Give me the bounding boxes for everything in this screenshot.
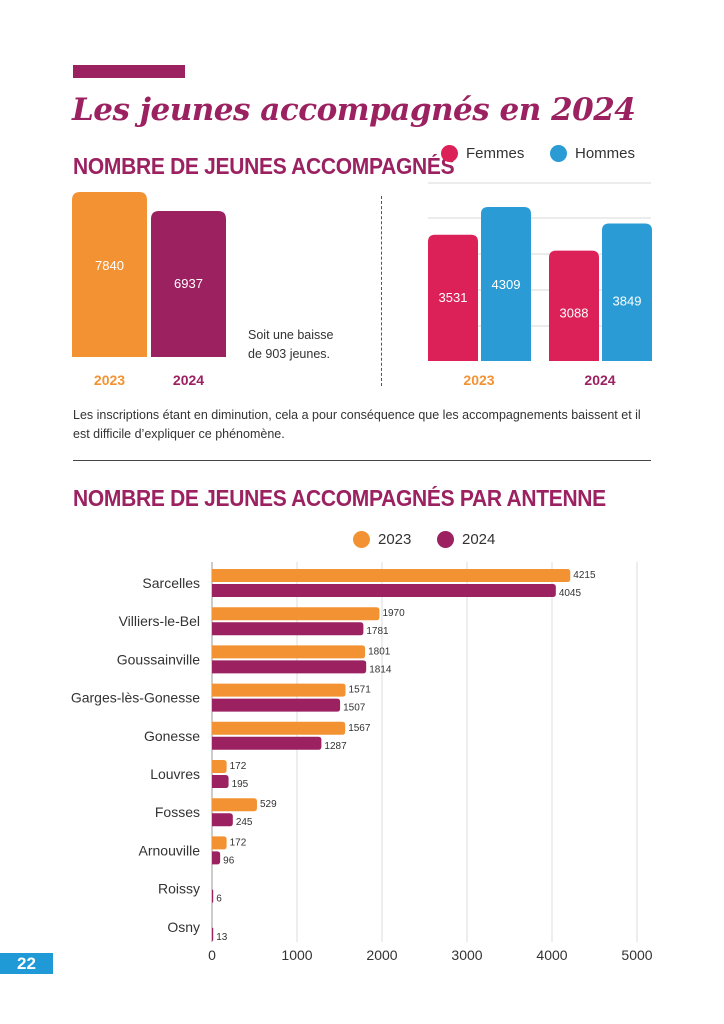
antenna-value-2023-gonesse: 1567	[348, 723, 371, 734]
antenna-value-2024-gonesse: 1287	[324, 741, 347, 752]
antenna-value-2024-sarcelles: 4045	[559, 588, 582, 599]
gender-year-label-2023: 2023	[463, 372, 494, 388]
antenna-value-2024-garges-l-s-gonesse: 1507	[343, 703, 366, 714]
antenna-label-arnouville: Arnouville	[139, 842, 201, 858]
legend-hommes-label: Hommes	[575, 145, 636, 162]
antenna-value-2023-villiers-le-bel: 1970	[382, 608, 405, 619]
antenna-bar-2024-goussainville	[212, 660, 367, 674]
antenna-label-louvres: Louvres	[150, 766, 200, 782]
gender-bar-label-hommes-2024: 3849	[613, 293, 642, 308]
antenna-value-2023-fosses: 529	[260, 799, 277, 810]
total-year-label-2023: 2023	[94, 372, 125, 388]
antenna-value-2024-villiers-le-bel: 1781	[366, 626, 389, 637]
antenna-label-goussainville: Goussainville	[117, 651, 200, 667]
section1-title: NOMBRE DE JEUNES ACCOMPAGNÉS	[73, 154, 455, 180]
antenna-label-garges-l-s-gonesse: Garges-lès-Gonesse	[71, 690, 200, 706]
antenna-label-osny: Osny	[167, 919, 200, 935]
antenna-bar-2023-fosses	[212, 798, 257, 812]
antenna-bar-2024-garges-l-s-gonesse	[212, 698, 341, 712]
section2-title: NOMBRE DE JEUNES ACCOMPAGNÉS PAR ANTENNE	[73, 486, 606, 512]
antenna-bar-2024-osny	[212, 927, 214, 941]
decrease-note: Soit une baisse de 903 jeunes.	[248, 326, 333, 364]
total-bar-label-2023: 7840	[95, 258, 124, 273]
antenna-bar-2024-roissy	[212, 889, 214, 903]
gender-bar-label-femmes-2023: 3531	[439, 290, 468, 305]
decrease-note-line1: Soit une baisse	[248, 328, 334, 342]
gender-bar-label-femmes-2024: 3088	[560, 306, 589, 321]
page-title: Les jeunes accompagnés en 2024	[72, 92, 636, 128]
total-bar-2023	[72, 192, 147, 357]
antenna-label-roissy: Roissy	[158, 881, 200, 897]
antenna-xtick-3000: 3000	[451, 947, 482, 963]
antenna-bar-2024-sarcelles	[212, 584, 556, 597]
antenna-value-2023-goussainville: 1801	[368, 646, 391, 657]
legend-2023-label: 2023	[378, 531, 412, 548]
legend-femmes: Femmes	[441, 145, 524, 162]
antenna-xtick-0: 0	[208, 947, 216, 963]
antenna-value-2024-roissy: 6	[216, 894, 222, 905]
header-accent-bar	[73, 65, 185, 78]
description-text: Les inscriptions étant en diminution, ce…	[73, 408, 641, 441]
page-number: 22	[0, 953, 53, 974]
antenna-value-2024-arnouville: 96	[223, 855, 235, 866]
gender-bar-label-hommes-2023: 4309	[492, 277, 521, 292]
antenna-bar-2023-goussainville	[212, 645, 366, 659]
legend-femmes-dot	[441, 145, 458, 162]
horizontal-divider	[73, 460, 651, 461]
antenna-value-2023-louvres: 172	[230, 761, 247, 772]
gender-year-label-2024: 2024	[584, 372, 615, 388]
legend-femmes-label: Femmes	[466, 145, 525, 162]
antenna-bar-2023-arnouville	[212, 836, 227, 850]
antenna-xtick-4000: 4000	[536, 947, 567, 963]
antenna-bar-2023-sarcelles	[212, 569, 571, 582]
antenna-value-2024-goussainville: 1814	[369, 664, 392, 675]
legend-2024-dot	[437, 531, 454, 548]
antenna-bar-2023-louvres	[212, 760, 227, 773]
antenna-bar-2024-fosses	[212, 813, 233, 827]
legend-2024-label: 2024	[462, 531, 496, 548]
antenna-label-sarcelles: Sarcelles	[142, 575, 200, 591]
antenna-bar-2023-gonesse	[212, 721, 346, 735]
gender-bar-femmes-2023	[428, 234, 478, 361]
antenna-label-fosses: Fosses	[155, 804, 200, 820]
antenna-label-gonesse: Gonesse	[144, 728, 200, 744]
antenna-xtick-1000: 1000	[281, 947, 312, 963]
gender-bar-femmes-2024	[549, 250, 599, 361]
antenna-bar-2023-villiers-le-bel	[212, 607, 380, 621]
antenna-bar-2024-arnouville	[212, 851, 221, 865]
antenna-xtick-5000: 5000	[621, 947, 652, 963]
vertical-divider	[381, 196, 382, 386]
total-bar-2024	[151, 211, 226, 357]
antenna-xtick-2000: 2000	[366, 947, 397, 963]
antenna-value-2024-louvres: 195	[232, 779, 249, 790]
total-year-label-2024: 2024	[173, 372, 204, 388]
antenna-value-2023-arnouville: 172	[230, 837, 247, 848]
decrease-note-line2: de 903 jeunes.	[248, 347, 331, 361]
antenna-value-2024-fosses: 245	[236, 817, 253, 828]
antenna-bar-2024-gonesse	[212, 736, 322, 750]
gender-bar-hommes-2023	[481, 207, 531, 361]
antenna-bar-2024-villiers-le-bel	[212, 622, 364, 636]
antenna-value-2023-sarcelles: 4215	[573, 570, 596, 581]
legend-2023-dot	[353, 531, 370, 548]
antenna-value-2024-osny: 13	[216, 932, 228, 943]
legend-hommes: Hommes	[550, 145, 635, 162]
gender-bar-hommes-2024	[602, 223, 652, 361]
legend-hommes-dot	[550, 145, 567, 162]
antenna-bar-2024-louvres	[212, 775, 229, 788]
legend-2024: 2024	[437, 531, 495, 548]
antenna-value-2023-garges-l-s-gonesse: 1571	[349, 685, 372, 696]
antenna-bar-2023-garges-l-s-gonesse	[212, 683, 346, 697]
antenna-label-villiers-le-bel: Villiers-le-Bel	[119, 613, 200, 629]
total-bar-label-2024: 6937	[174, 276, 203, 291]
legend-2023: 2023	[353, 531, 411, 548]
